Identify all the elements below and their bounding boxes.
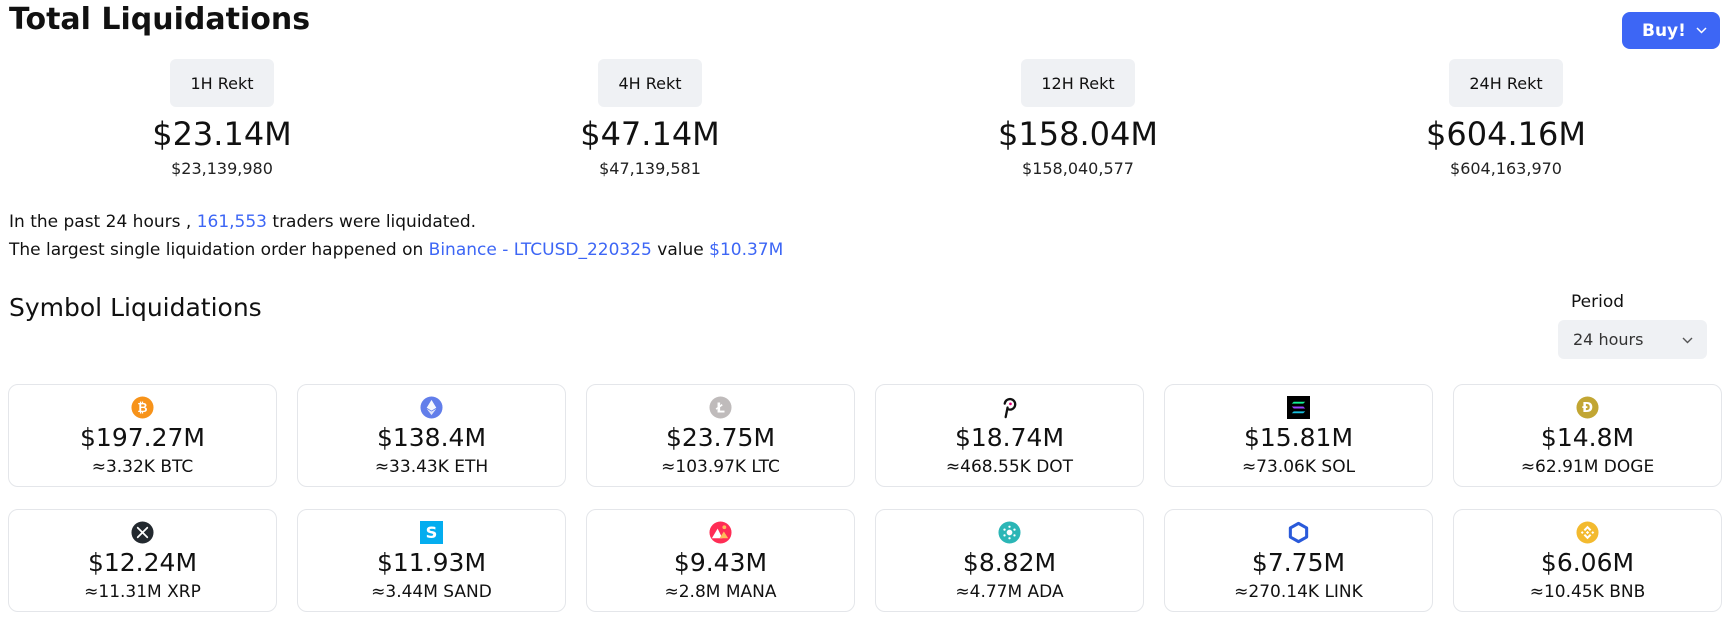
sandbox-icon: S bbox=[420, 521, 443, 544]
symbol-card-sand[interactable]: S $11.93M ≈3.44M SAND bbox=[297, 509, 566, 612]
rekt-value: $23.14M bbox=[152, 115, 292, 153]
symbol-usd-value: $15.81M bbox=[1243, 423, 1354, 452]
tab-24h-rekt[interactable]: 24H Rekt bbox=[1449, 59, 1563, 107]
rekt-value: $47.14M bbox=[580, 115, 720, 153]
buy-button-label: Buy! bbox=[1642, 20, 1686, 41]
rekt-exact-value: $23,139,980 bbox=[171, 159, 273, 178]
symbol-amount: ≈3.32K BTC bbox=[91, 457, 194, 477]
cardano-icon bbox=[998, 521, 1021, 544]
polkadot-icon bbox=[1003, 397, 1017, 419]
symbol-card-bnb[interactable]: $6.06M ≈10.45K BNB bbox=[1453, 509, 1722, 612]
chainlink-icon bbox=[1288, 521, 1309, 544]
period-select[interactable]: 24 hours bbox=[1558, 320, 1707, 359]
largest-order-link[interactable]: Binance - LTCUSD_220325 bbox=[428, 240, 652, 260]
rekt-1h: 1H Rekt $23.14M $23,139,980 bbox=[72, 59, 372, 180]
symbol-usd-value: $14.8M bbox=[1540, 423, 1635, 452]
svg-text:S: S bbox=[426, 523, 438, 542]
symbol-card-doge[interactable]: Ð $14.8M ≈62.91M DOGE bbox=[1453, 384, 1722, 487]
symbol-amount: ≈3.44M SAND bbox=[371, 582, 492, 602]
svg-text:₿: ₿ bbox=[137, 400, 147, 415]
symbol-usd-value: $9.43M bbox=[673, 548, 768, 577]
symbol-card-ltc[interactable]: Ł $23.75M ≈103.97K LTC bbox=[586, 384, 855, 487]
symbol-amount: ≈10.45K BNB bbox=[1529, 582, 1646, 602]
symbol-card-sol[interactable]: $15.81M ≈73.06K SOL bbox=[1164, 384, 1433, 487]
symbol-usd-value: $8.82M bbox=[962, 548, 1057, 577]
chevron-down-icon bbox=[1696, 27, 1707, 34]
rekt-24h: 24H Rekt $604.16M $604,163,970 bbox=[1356, 59, 1656, 180]
rekt-exact-value: $604,163,970 bbox=[1450, 159, 1562, 178]
traders-count: 161,553 bbox=[196, 212, 267, 232]
ethereum-icon bbox=[420, 396, 443, 419]
rekt-12h: 12H Rekt $158.04M $158,040,577 bbox=[928, 59, 1228, 180]
summary-text: In the past 24 hours , bbox=[9, 212, 192, 232]
tab-4h-rekt[interactable]: 4H Rekt bbox=[598, 59, 702, 107]
symbol-card-xrp[interactable]: $12.24M ≈11.31M XRP bbox=[8, 509, 277, 612]
symbol-card-mana[interactable]: $9.43M ≈2.8M MANA bbox=[586, 509, 855, 612]
dogecoin-icon: Ð bbox=[1576, 396, 1599, 419]
bitcoin-icon: ₿ bbox=[131, 396, 154, 419]
symbol-usd-value: $11.93M bbox=[376, 548, 487, 577]
buy-button[interactable]: Buy! bbox=[1622, 12, 1720, 49]
chevron-down-icon bbox=[1682, 337, 1693, 344]
section-title: Symbol Liquidations bbox=[9, 293, 262, 322]
symbol-usd-value: $138.4M bbox=[376, 423, 487, 452]
xrp-icon bbox=[131, 521, 154, 544]
summary-text: The largest single liquidation order hap… bbox=[9, 240, 424, 260]
tab-12h-rekt[interactable]: 12H Rekt bbox=[1021, 59, 1135, 107]
symbol-usd-value: $18.74M bbox=[954, 423, 1065, 452]
symbol-usd-value: $12.24M bbox=[87, 548, 198, 577]
symbol-usd-value: $6.06M bbox=[1540, 548, 1635, 577]
symbol-usd-value: $23.75M bbox=[665, 423, 776, 452]
solana-icon bbox=[1287, 396, 1310, 419]
symbol-amount: ≈73.06K SOL bbox=[1241, 457, 1356, 477]
rekt-value: $158.04M bbox=[998, 115, 1158, 153]
summary-largest-order-line: The largest single liquidation order hap… bbox=[9, 238, 783, 262]
rekt-exact-value: $158,040,577 bbox=[1022, 159, 1134, 178]
rekt-value: $604.16M bbox=[1426, 115, 1586, 153]
symbol-amount: ≈4.77M ADA bbox=[955, 582, 1064, 602]
symbol-amount: ≈468.55K DOT bbox=[945, 457, 1074, 477]
svg-text:Ł: Ł bbox=[715, 401, 725, 416]
decentraland-icon bbox=[709, 521, 732, 544]
period-select-value: 24 hours bbox=[1573, 330, 1644, 349]
tab-1h-rekt[interactable]: 1H Rekt bbox=[170, 59, 274, 107]
symbol-card-eth[interactable]: $138.4M ≈33.43K ETH bbox=[297, 384, 566, 487]
symbol-amount: ≈270.14K LINK bbox=[1234, 582, 1363, 602]
symbol-amount: ≈2.8M MANA bbox=[664, 582, 777, 602]
page-title: Total Liquidations bbox=[9, 2, 311, 37]
litecoin-icon: Ł bbox=[709, 396, 732, 419]
summary-text: traders were liquidated. bbox=[272, 212, 477, 232]
symbol-card-btc[interactable]: ₿ $197.27M ≈3.32K BTC bbox=[8, 384, 277, 487]
period-label: Period bbox=[1571, 292, 1625, 312]
symbol-amount: ≈11.31M XRP bbox=[84, 582, 201, 602]
symbol-usd-value: $7.75M bbox=[1251, 548, 1346, 577]
largest-order-value: $10.37M bbox=[709, 240, 784, 260]
summary-traders-line: In the past 24 hours , 161,553 traders w… bbox=[9, 210, 476, 234]
summary-text: value bbox=[657, 240, 704, 260]
symbol-amount: ≈103.97K LTC bbox=[661, 457, 780, 477]
symbol-usd-value: $197.27M bbox=[80, 423, 205, 452]
svg-text:Ð: Ð bbox=[1582, 401, 1593, 416]
rekt-4h: 4H Rekt $47.14M $47,139,581 bbox=[500, 59, 800, 180]
bnb-icon bbox=[1576, 521, 1599, 544]
symbol-amount: ≈33.43K ETH bbox=[374, 457, 489, 477]
rekt-exact-value: $47,139,581 bbox=[599, 159, 701, 178]
symbol-card-link[interactable]: $7.75M ≈270.14K LINK bbox=[1164, 509, 1433, 612]
symbol-card-dot[interactable]: $18.74M ≈468.55K DOT bbox=[875, 384, 1144, 487]
symbol-amount: ≈62.91M DOGE bbox=[1520, 457, 1655, 477]
symbol-card-ada[interactable]: $8.82M ≈4.77M ADA bbox=[875, 509, 1144, 612]
